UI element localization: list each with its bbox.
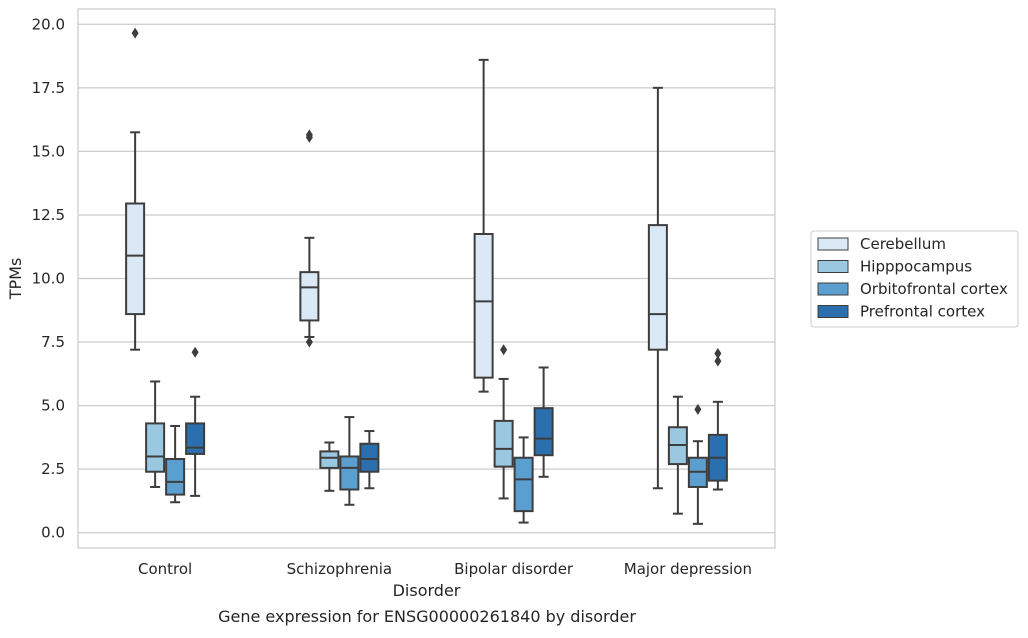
box-body	[493, 419, 514, 468]
box-orbitofrontal-cortex	[339, 416, 360, 506]
box-body	[473, 233, 494, 379]
x-axis-label: Disorder	[393, 581, 461, 600]
plot-area-frame	[77, 8, 776, 549]
x-tick-label: Major depression	[624, 560, 752, 578]
outlier-point	[714, 348, 722, 360]
box-body	[319, 450, 340, 469]
box-body	[647, 224, 668, 351]
outlier-point	[305, 336, 313, 348]
box-orbitofrontal-cortex	[513, 436, 534, 524]
y-tick-label: 15.0	[32, 142, 65, 160]
legend: Cerebellum Hipppocampus Orbitofrontal cort…	[810, 230, 1019, 328]
legend-label: Cerebellum	[860, 235, 946, 253]
box-body	[145, 422, 166, 473]
y-tick-label: 5.0	[41, 397, 65, 415]
box-cerebellum	[647, 86, 668, 490]
box-body	[125, 202, 146, 316]
box-body	[299, 271, 320, 322]
legend-label: Prefrontal cortex	[860, 303, 985, 321]
box-body	[165, 458, 186, 496]
box-body	[359, 442, 380, 473]
box-cerebellum	[473, 58, 494, 393]
y-tick-label: 17.5	[32, 79, 65, 97]
legend-swatch	[817, 260, 849, 273]
box-cerebellum	[299, 129, 320, 348]
y-tick-label: 12.5	[32, 206, 65, 224]
legend-swatch	[817, 305, 849, 318]
outlier-point	[714, 355, 722, 367]
box-prefrontal-cortex	[707, 348, 728, 491]
box-plots	[125, 27, 728, 525]
box-prefrontal-cortex	[533, 366, 554, 478]
box-orbitofrontal-cortex	[687, 403, 708, 525]
box-hipppocampus	[493, 344, 514, 500]
y-axis-label: TPMs	[6, 258, 25, 301]
y-axis-ticks: 0.0 2.5 5.0 7.5 10.0 12.5 15.0 17.5 20.0	[32, 15, 65, 541]
y-tick-label: 0.0	[41, 524, 65, 542]
x-tick-label: Control	[138, 560, 192, 578]
box-body	[339, 455, 360, 491]
box-orbitofrontal-cortex	[165, 424, 186, 504]
box-prefrontal-cortex	[185, 346, 206, 497]
x-axis-ticks: Control Schizophrenia Bipolar disorder Majo…	[138, 560, 752, 578]
box-cerebellum	[125, 27, 146, 351]
legend-label: Orbitofrontal cortex	[860, 280, 1008, 298]
legend-swatch	[817, 282, 849, 296]
box-hipppocampus	[319, 441, 340, 492]
legend-swatch	[817, 237, 849, 251]
y-tick-label: 7.5	[41, 333, 65, 351]
box-prefrontal-cortex	[359, 430, 380, 490]
legend-label: Hipppocampus	[860, 258, 972, 276]
outlier-point	[191, 346, 199, 358]
legend-frame	[810, 230, 1019, 328]
box-hipppocampus	[667, 395, 688, 515]
outlier-point	[694, 403, 702, 415]
y-tick-label: 20.0	[32, 15, 65, 33]
x-tick-label: Schizophrenia	[287, 560, 392, 578]
outlier-point	[131, 27, 139, 39]
box-hipppocampus	[145, 380, 166, 488]
box-body	[185, 422, 206, 455]
outlier-point	[305, 129, 313, 141]
box-body	[513, 456, 534, 513]
x-tick-label: Bipolar disorder	[454, 560, 574, 578]
box-body	[533, 407, 554, 457]
y-tick-label: 2.5	[41, 460, 65, 478]
outlier-point	[500, 344, 508, 356]
y-tick-label: 10.0	[32, 270, 65, 288]
chart-caption: Gene expression for ENSG00000261840 by d…	[218, 607, 636, 626]
